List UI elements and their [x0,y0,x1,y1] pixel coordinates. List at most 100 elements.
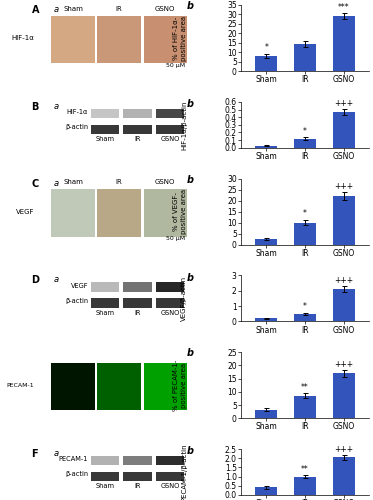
Text: IR: IR [116,179,122,185]
Text: GSNO: GSNO [155,179,175,185]
Bar [144,16,187,63]
Text: *: * [303,210,307,218]
Bar [97,363,141,410]
Text: E: E [32,352,38,362]
Text: b: b [187,272,194,282]
Text: +++: +++ [335,276,354,285]
Bar [91,298,119,308]
Text: **: ** [301,464,309,473]
Text: D: D [32,276,40,285]
Text: a: a [54,352,59,361]
Text: IR: IR [134,136,141,142]
Bar [156,108,184,118]
Text: b: b [187,1,194,11]
Text: IR: IR [116,6,122,12]
Y-axis label: % of PECAM-1-
positive area: % of PECAM-1- positive area [173,360,187,411]
Bar [123,298,151,308]
Text: Sham: Sham [63,353,83,359]
Text: β-actin: β-actin [65,298,88,304]
Text: Sham: Sham [95,310,115,316]
Bar [294,138,316,148]
Text: a: a [54,102,59,111]
Text: PECAM-1: PECAM-1 [59,456,88,462]
Bar [256,146,277,148]
Text: b: b [187,99,194,109]
Text: **: ** [301,382,309,392]
Bar [156,472,184,481]
Bar [333,374,355,418]
Text: *: * [303,302,307,312]
Bar [91,108,119,118]
Bar [294,314,316,322]
Bar [256,239,277,244]
Bar [333,16,355,71]
Bar [123,472,151,481]
Bar [256,410,277,418]
Text: VEGF: VEGF [16,208,34,214]
Bar [333,112,355,148]
Text: GSNO: GSNO [155,353,175,359]
Bar [123,108,151,118]
Bar [156,125,184,134]
Y-axis label: VEGF/β-actin: VEGF/β-actin [181,276,187,321]
Y-axis label: % of HIF-1α-
positive area: % of HIF-1α- positive area [173,16,187,60]
Bar [256,56,277,71]
Bar [123,282,151,292]
Text: VEGF: VEGF [70,282,88,288]
Text: GSNO: GSNO [160,310,180,316]
Text: +++: +++ [335,360,354,368]
Bar [333,196,355,244]
Text: A: A [32,5,39,15]
Text: b: b [187,348,194,358]
Text: +++: +++ [335,445,354,454]
Text: GSNO: GSNO [155,6,175,12]
Bar [91,125,119,134]
Text: +++: +++ [335,182,354,190]
Bar [51,16,95,63]
Text: Sham: Sham [63,179,83,185]
Y-axis label: PECAM-1/β-actin: PECAM-1/β-actin [181,443,187,500]
Text: IR: IR [116,353,122,359]
Text: ***: *** [338,3,350,12]
Bar [51,189,95,236]
Text: Sham: Sham [95,484,115,490]
Text: GSNO: GSNO [160,484,180,490]
Text: IR: IR [134,310,141,316]
Bar [144,189,187,236]
Bar [156,456,184,465]
Text: β-actin: β-actin [65,124,88,130]
Y-axis label: % of VEGF-
positive area: % of VEGF- positive area [173,189,187,234]
Bar [97,16,141,63]
Bar [256,488,277,495]
Text: 100 μM: 100 μM [163,410,185,415]
Bar [51,363,95,410]
Bar [123,456,151,465]
Text: 50 μM: 50 μM [166,62,185,68]
Bar [144,363,187,410]
Bar [294,222,316,244]
Bar [256,318,277,322]
Y-axis label: HIF-1α/β-actin: HIF-1α/β-actin [181,100,187,150]
Bar [91,282,119,292]
Bar [294,396,316,418]
Text: β-actin: β-actin [65,472,88,478]
Text: PECAM-1: PECAM-1 [7,382,34,388]
Text: 50 μM: 50 μM [166,236,185,242]
Text: *: * [264,44,268,52]
Text: *: * [303,127,307,136]
Bar [123,125,151,134]
Text: B: B [32,102,39,112]
Text: a: a [54,178,59,188]
Text: HIF-1α: HIF-1α [12,35,34,41]
Text: Sham: Sham [63,6,83,12]
Text: C: C [32,178,39,188]
Text: b: b [187,174,194,184]
Bar [91,472,119,481]
Bar [91,456,119,465]
Bar [97,189,141,236]
Text: HIF-1α: HIF-1α [67,109,88,115]
Text: a: a [54,449,59,458]
Text: +++: +++ [335,98,354,108]
Text: a: a [54,276,59,284]
Bar [294,476,316,495]
